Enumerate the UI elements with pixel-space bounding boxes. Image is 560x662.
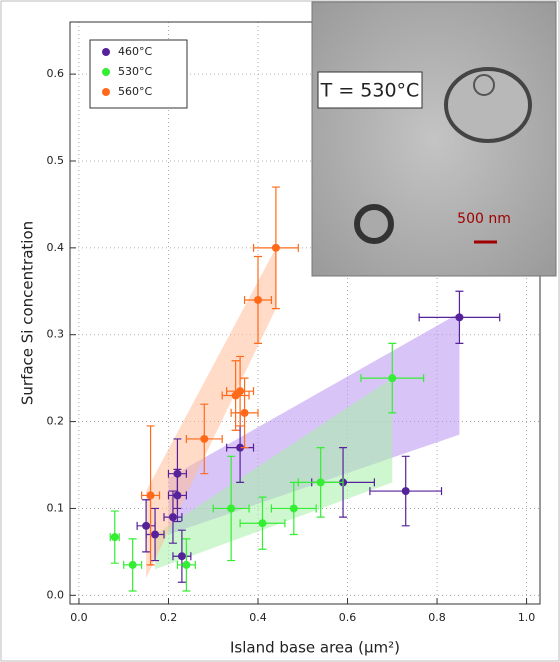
x-tick-label: 0.0 bbox=[70, 611, 88, 624]
point bbox=[146, 491, 155, 500]
point bbox=[316, 478, 325, 487]
island bbox=[444, 67, 532, 143]
legend-label: 460°C bbox=[118, 45, 152, 58]
point bbox=[227, 504, 236, 513]
point bbox=[173, 469, 182, 478]
x-tick-label: 0.8 bbox=[428, 611, 446, 624]
y-tick-label: 0.0 bbox=[47, 588, 65, 601]
point bbox=[401, 487, 410, 496]
scale-label: 500 nm bbox=[457, 211, 511, 227]
y-tick-label: 0.4 bbox=[47, 241, 65, 254]
point bbox=[236, 387, 245, 396]
y-tick-label: 0.5 bbox=[47, 154, 65, 167]
y-tick-label: 0.6 bbox=[47, 67, 65, 80]
point bbox=[177, 552, 186, 561]
legend-label: 530°C bbox=[118, 65, 152, 78]
legend: 460°C 530°C 560°C bbox=[89, 39, 188, 109]
x-tick-label: 1.0 bbox=[518, 611, 536, 624]
point bbox=[151, 530, 160, 539]
legend-marker bbox=[102, 88, 110, 96]
point bbox=[200, 434, 209, 443]
legend-marker bbox=[102, 68, 110, 76]
point bbox=[182, 560, 191, 569]
island-core bbox=[473, 74, 495, 96]
point bbox=[289, 504, 298, 513]
inset-label-box bbox=[317, 71, 423, 109]
point bbox=[254, 295, 262, 304]
point bbox=[168, 513, 177, 522]
point bbox=[236, 443, 245, 452]
point bbox=[142, 521, 151, 530]
point bbox=[128, 560, 137, 569]
x-tick-label: 0.6 bbox=[339, 611, 357, 624]
axes-frame bbox=[69, 21, 541, 605]
point bbox=[110, 533, 119, 542]
legend-marker bbox=[102, 48, 110, 56]
point bbox=[271, 243, 280, 252]
point bbox=[388, 374, 397, 383]
plot-area: 0.0 0.2 0.4 0.6 0.8 1.0 0.0 0.1 0.2 0.3 0.4 0.5 0.6 bbox=[47, 22, 540, 624]
point bbox=[258, 519, 267, 528]
inset-label: T = 530°C bbox=[320, 80, 420, 102]
y-axis-label: Surface Si concentration bbox=[19, 221, 37, 405]
x-tick-label: 0.4 bbox=[249, 611, 267, 624]
x-tick-label: 0.2 bbox=[160, 611, 178, 624]
x-axis-label: Island base area (µm²) bbox=[230, 639, 400, 657]
inset: T = 530°C 500 nm bbox=[311, 1, 557, 277]
y-tick-label: 0.3 bbox=[47, 328, 65, 341]
inset-image bbox=[311, 1, 557, 277]
legend-label: 560°C bbox=[118, 85, 152, 98]
point bbox=[240, 408, 249, 417]
fit-band bbox=[155, 378, 393, 570]
point bbox=[455, 313, 464, 322]
y-tick-label: 0.2 bbox=[47, 415, 65, 428]
island bbox=[354, 204, 394, 244]
y-tick-label: 0.1 bbox=[47, 501, 65, 514]
